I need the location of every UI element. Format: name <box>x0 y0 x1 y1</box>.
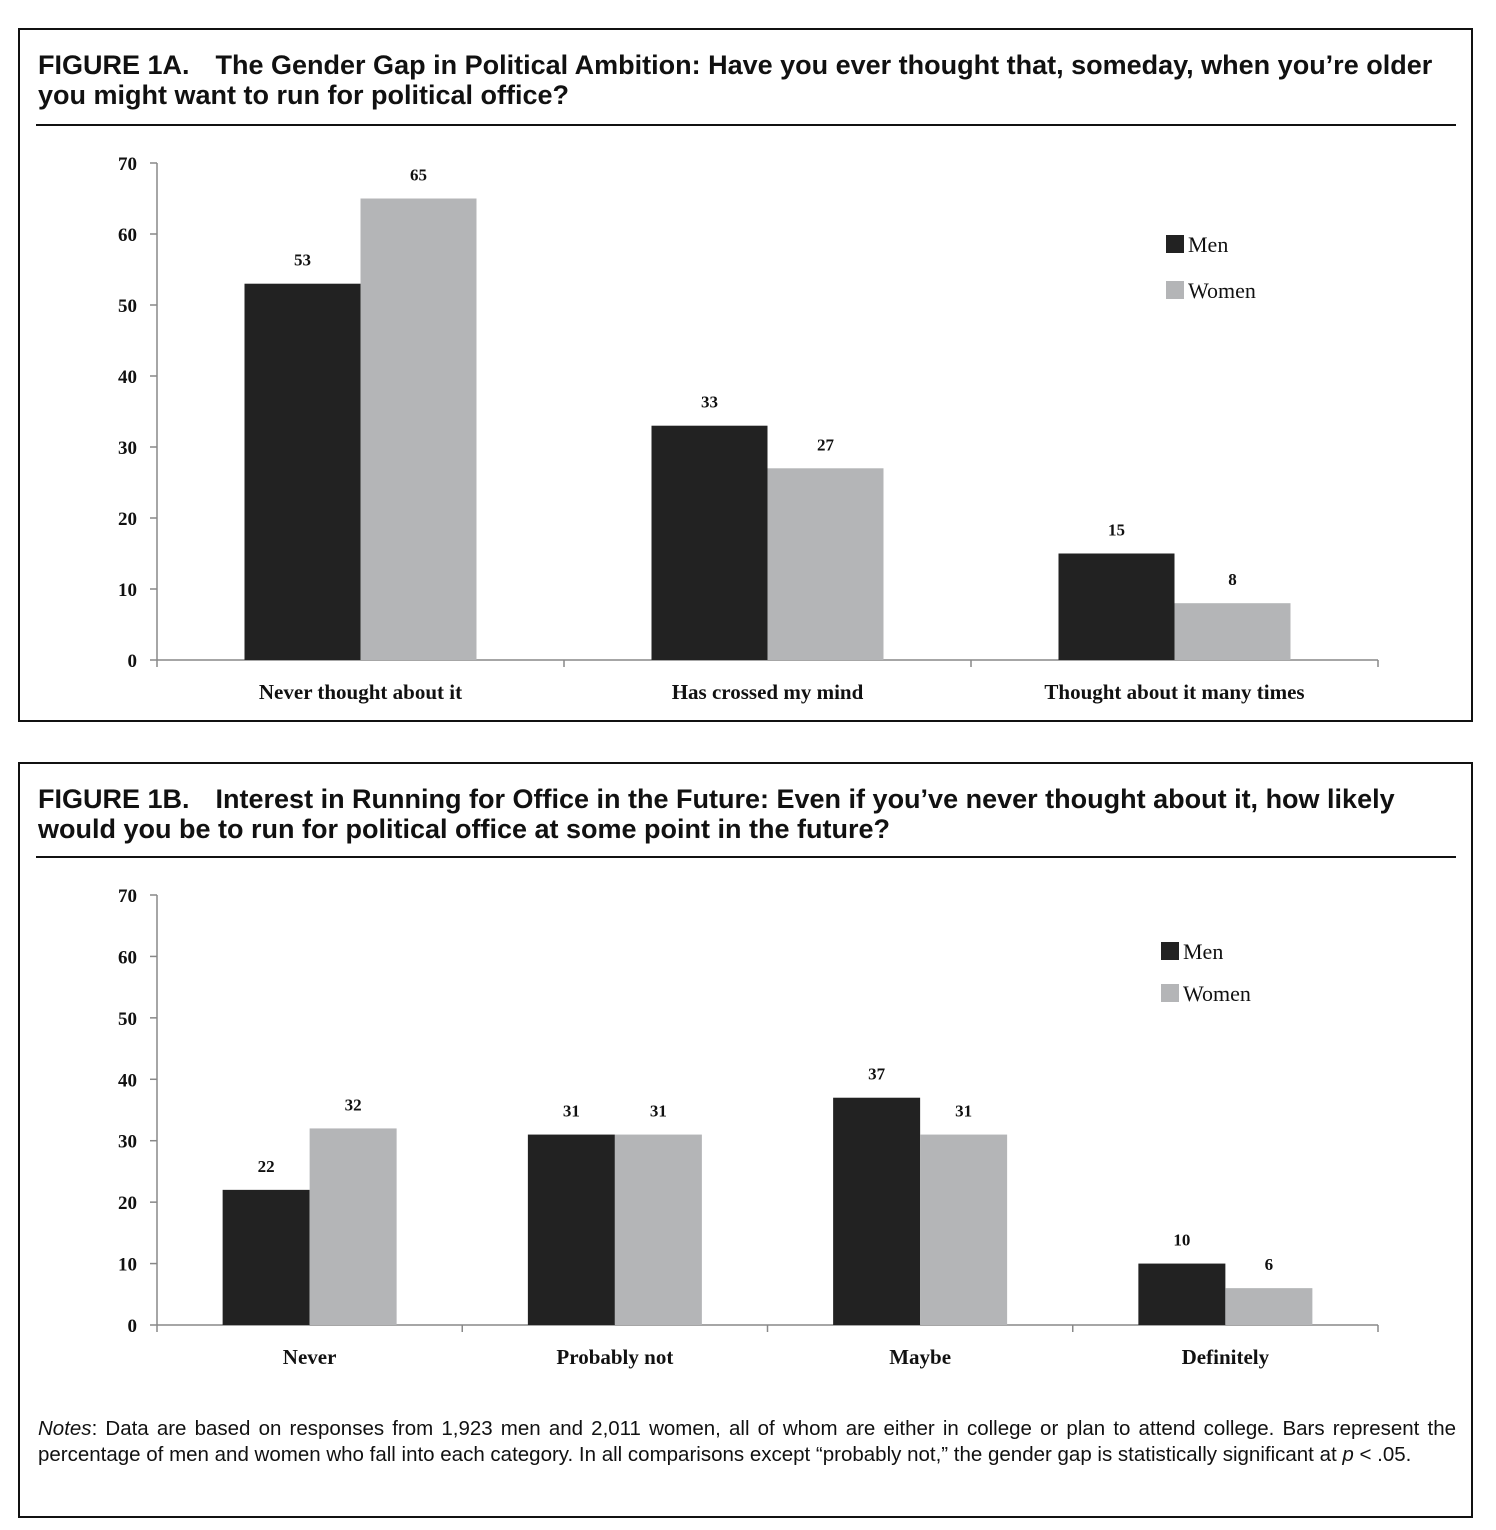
chart-b-x-tick-label: Definitely <box>1182 1345 1270 1369</box>
figure-1a-panel: FIGURE 1A. The Gender Gap in Political Am… <box>18 28 1473 722</box>
chart-a-legend-label: Men <box>1188 232 1228 257</box>
chart-b-bar-women <box>920 1134 1008 1325</box>
chart-b-bar-men <box>833 1097 921 1325</box>
chart-a-bar-men <box>244 283 361 660</box>
chart-b-y-tick-label: 60 <box>118 947 137 968</box>
figure-1a-title-rule <box>36 124 1456 126</box>
figure-1a-label: FIGURE 1A. <box>38 50 190 80</box>
chart-a-data-label: 33 <box>701 393 718 412</box>
chart-b-legend-swatch-women <box>1161 984 1179 1002</box>
chart-b-data-label: 31 <box>955 1102 972 1121</box>
chart-b-y-tick-label: 70 <box>118 886 137 907</box>
chart-b-data-label: 37 <box>868 1065 886 1084</box>
figure-1b-title-text: Interest in Running for Office in the Fu… <box>38 784 1395 844</box>
chart-a-y-tick-label: 20 <box>118 509 137 530</box>
notes-p-symbol: p <box>1342 1443 1354 1466</box>
chart-b-y-tick-label: 50 <box>118 1009 137 1030</box>
figure-1b-title: FIGURE 1B. Interest in Running for Office… <box>38 784 1458 844</box>
chart-b-legend-label: Men <box>1183 939 1223 964</box>
chart-b-data-label: 6 <box>1265 1255 1274 1274</box>
chart-b-bar-women <box>614 1134 702 1325</box>
chart-a-legend-swatch-women <box>1166 281 1184 299</box>
chart-a-bar-women <box>1174 603 1291 660</box>
chart-a-y-tick-label: 50 <box>118 296 137 317</box>
chart-b-legend-swatch-men <box>1161 942 1179 960</box>
notes-text: : Data are based on responses from 1,923… <box>38 1417 1456 1466</box>
chart-b-x-tick-label: Maybe <box>889 1345 951 1369</box>
chart-a-data-label: 8 <box>1228 570 1237 589</box>
chart-b-bar-men <box>222 1189 310 1325</box>
chart-b-data-label: 31 <box>650 1102 667 1121</box>
chart-b-data-label: 31 <box>563 1102 580 1121</box>
chart-a-legend-label: Women <box>1188 278 1256 303</box>
chart-a-bar-men <box>1058 553 1175 660</box>
chart-a-y-tick-label: 70 <box>118 154 137 175</box>
figure-notes: Notes: Data are based on responses from … <box>38 1416 1456 1468</box>
figure-1b-chart: 0 10 20 30 40 50 60 70 22 32 Never 31 31 Probably not… <box>118 886 1379 1369</box>
figure-1a-title-text: The Gender Gap in Political Ambition: Ha… <box>38 50 1433 110</box>
chart-b-y-tick-label: 40 <box>118 1070 137 1091</box>
chart-b-y-tick-label: 20 <box>118 1193 137 1214</box>
chart-b-y-tick-label: 0 <box>128 1316 138 1337</box>
chart-a-data-label: 65 <box>410 166 427 185</box>
chart-b-data-label: 22 <box>258 1157 275 1176</box>
chart-a-y-tick-label: 0 <box>128 651 138 672</box>
chart-b-data-label: 10 <box>1173 1231 1190 1250</box>
chart-b-bar-women <box>309 1128 397 1325</box>
chart-b-y-tick-label: 30 <box>118 1132 137 1153</box>
chart-a-y-tick-label: 60 <box>118 225 137 246</box>
chart-a-data-label: 53 <box>294 251 311 270</box>
figure-1a-chart: 0 10 20 30 40 50 60 70 53 65 Never thought about i… <box>118 154 1379 704</box>
figure-1b-title-rule <box>36 856 1456 858</box>
chart-a-x-tick-label: Has crossed my mind <box>672 680 864 704</box>
chart-a-legend-swatch-men <box>1166 235 1184 253</box>
chart-b-data-label: 32 <box>345 1095 362 1114</box>
chart-b-bar-men <box>1138 1263 1226 1325</box>
chart-a-y-tick-label: 30 <box>118 438 137 459</box>
chart-a-y-tick-label: 40 <box>118 367 137 388</box>
chart-a-data-label: 15 <box>1108 521 1125 540</box>
chart-b-y-tick-label: 10 <box>118 1255 137 1276</box>
chart-b-bar-women <box>1225 1288 1313 1325</box>
chart-a-y-tick-label: 10 <box>118 580 137 601</box>
chart-b-legend-label: Women <box>1183 981 1251 1006</box>
figure-1b-panel: FIGURE 1B. Interest in Running for Office… <box>18 762 1473 1518</box>
chart-a-x-tick-label: Never thought about it <box>259 680 462 704</box>
chart-b-bar-men <box>527 1134 615 1325</box>
figure-1b-label: FIGURE 1B. <box>38 784 190 814</box>
chart-b-x-tick-label: Never <box>283 1345 337 1369</box>
chart-a-bar-men <box>651 425 768 660</box>
chart-b-x-tick-label: Probably not <box>556 1345 673 1369</box>
notes-label: Notes <box>38 1417 92 1440</box>
chart-a-data-label: 27 <box>817 435 835 454</box>
notes-text-end: < .05. <box>1353 1443 1412 1466</box>
figure-1a-title: FIGURE 1A. The Gender Gap in Political Am… <box>38 50 1458 110</box>
chart-a-bar-women <box>767 468 884 660</box>
chart-a-x-tick-label: Thought about it many times <box>1044 680 1304 704</box>
chart-a-bar-women <box>360 198 477 660</box>
